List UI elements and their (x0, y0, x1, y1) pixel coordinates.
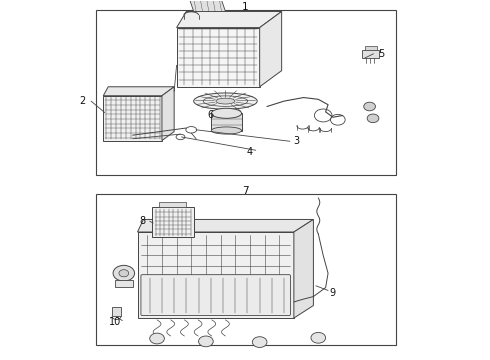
Ellipse shape (216, 98, 235, 104)
Bar (138, 232, 294, 318)
Bar (115, 280, 133, 287)
Ellipse shape (211, 127, 242, 134)
Text: 10: 10 (109, 318, 122, 327)
Bar (362, 50, 379, 58)
Polygon shape (294, 220, 314, 318)
Bar (112, 307, 121, 316)
Circle shape (367, 114, 379, 123)
Text: 7: 7 (242, 186, 248, 197)
Circle shape (252, 337, 267, 347)
Text: 5: 5 (378, 49, 384, 59)
Bar (176, 28, 260, 87)
Text: 4: 4 (247, 147, 253, 157)
Text: 9: 9 (329, 288, 335, 298)
Polygon shape (162, 87, 174, 140)
Bar (211, 113, 242, 131)
Circle shape (198, 336, 213, 347)
Polygon shape (189, 0, 225, 12)
Text: 8: 8 (140, 216, 146, 226)
Ellipse shape (194, 93, 257, 109)
Bar (96, 194, 396, 345)
FancyBboxPatch shape (141, 275, 291, 316)
Polygon shape (260, 12, 282, 87)
Circle shape (113, 265, 135, 281)
Text: 3: 3 (293, 136, 299, 146)
Text: 6: 6 (208, 111, 214, 121)
Bar (159, 202, 186, 207)
Bar (152, 207, 194, 237)
Circle shape (119, 270, 129, 277)
Circle shape (364, 102, 375, 111)
Bar (96, 10, 396, 175)
Bar (103, 96, 162, 140)
Circle shape (150, 333, 164, 344)
Ellipse shape (211, 108, 242, 118)
Polygon shape (138, 220, 314, 232)
Circle shape (311, 332, 326, 343)
Polygon shape (176, 12, 282, 28)
Polygon shape (103, 87, 174, 96)
Text: 1: 1 (242, 2, 248, 12)
Text: 2: 2 (80, 96, 86, 106)
Bar (365, 46, 377, 50)
